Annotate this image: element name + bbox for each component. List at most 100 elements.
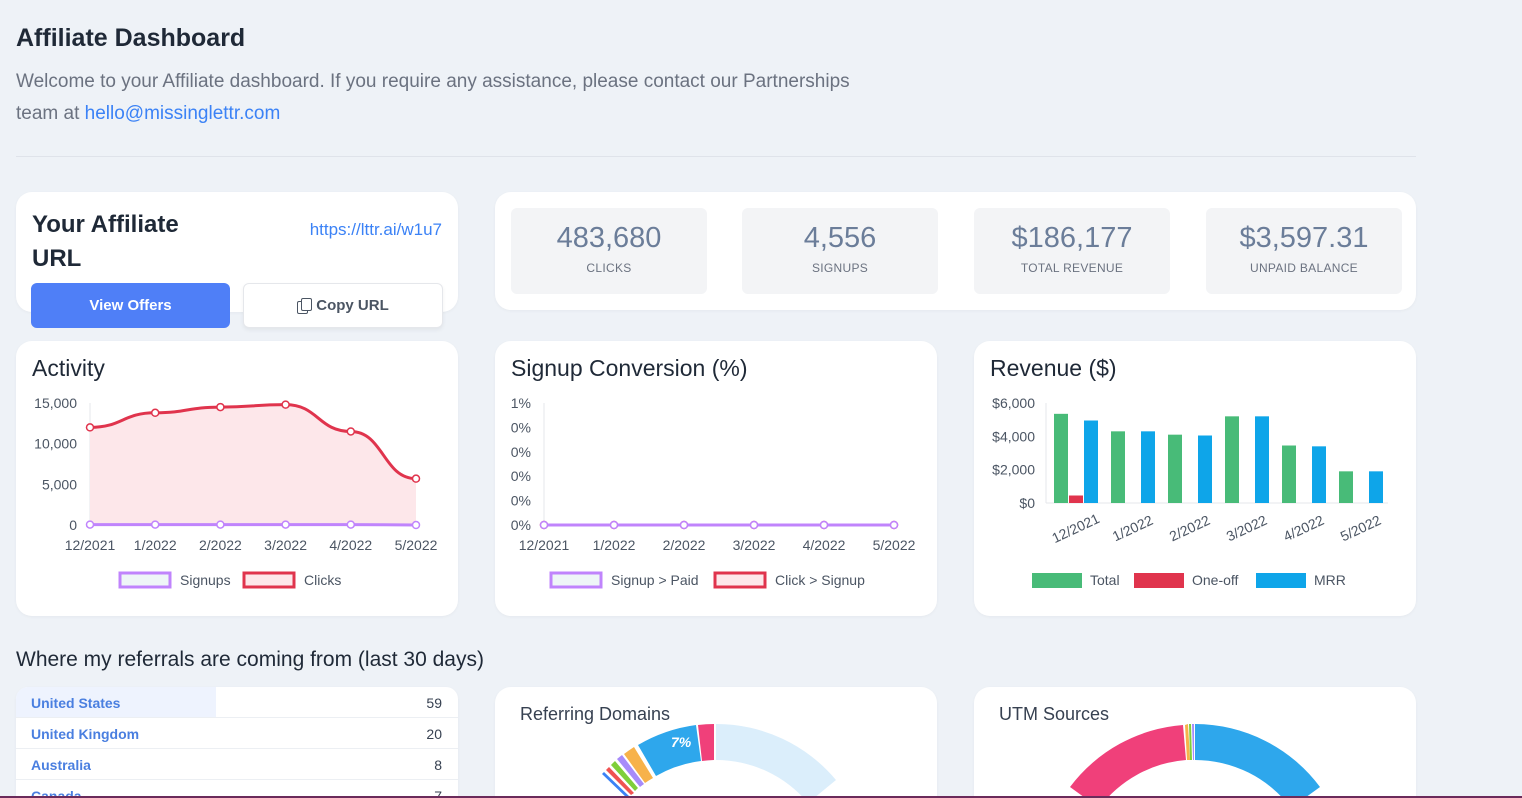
donut-slice-pink[interactable] xyxy=(698,724,714,761)
bar-total xyxy=(1054,413,1068,503)
country-name[interactable]: Canada xyxy=(31,788,82,798)
country-name[interactable]: United Kingdom xyxy=(31,726,140,742)
data-point xyxy=(281,520,290,529)
country-count: 7 xyxy=(434,788,442,798)
data-point xyxy=(346,427,356,436)
welcome-text: Welcome to your Affiliate dashboard. If … xyxy=(16,71,850,124)
window-bottom-edge xyxy=(0,796,1522,798)
referring-domains-card: Referring Domains 7% xyxy=(495,687,937,798)
donut-slice-pink[interactable] xyxy=(1070,725,1186,798)
utm-sources-card: UTM Sources xyxy=(974,687,1416,798)
bar-mrr xyxy=(1141,431,1155,503)
bar-total xyxy=(1168,434,1182,503)
legend-swatch xyxy=(549,571,603,589)
table-row[interactable]: Canada 7 xyxy=(16,780,458,798)
data-point xyxy=(346,520,356,529)
table-row[interactable]: United Kingdom 20 xyxy=(16,718,458,749)
data-point xyxy=(150,520,160,529)
donut-slice-green[interactable] xyxy=(611,761,638,791)
stat-total-revenue: $186,177 TOTAL REVENUE xyxy=(974,208,1170,294)
x-tick-label: 1/2022 xyxy=(134,537,177,553)
y-tick-label: 0% xyxy=(511,493,531,509)
donut-slice-purple[interactable] xyxy=(1192,723,1194,760)
copy-url-button[interactable]: Copy URL xyxy=(243,283,443,328)
y-tick-label: 0% xyxy=(511,468,531,484)
x-tick-label: 3/2022 xyxy=(733,537,776,553)
donut-slice-blue[interactable] xyxy=(1195,724,1320,798)
donut-slice-orange[interactable] xyxy=(1185,724,1190,760)
chart-title: Revenue ($) xyxy=(990,355,1117,381)
x-tick-label: 2/2022 xyxy=(199,537,242,553)
legend-swatch xyxy=(242,571,296,589)
donut-slice-main[interactable] xyxy=(716,723,836,798)
stat-label: CLICKS xyxy=(586,261,632,275)
table-row[interactable]: United States 59 xyxy=(16,687,458,718)
donut-slice-7pct[interactable] xyxy=(638,725,701,776)
utm-sources-title: UTM Sources xyxy=(999,704,1110,724)
stat-label: SIGNUPS xyxy=(811,261,869,275)
data-point xyxy=(85,423,95,432)
bar-mrr xyxy=(1369,471,1383,503)
affiliate-url-title: Your Affiliate URL xyxy=(32,211,179,272)
y-tick-label: 1% xyxy=(511,395,531,411)
bar-mrr xyxy=(1255,416,1269,503)
bar-total xyxy=(1282,445,1296,503)
data-point xyxy=(85,520,95,529)
donut-slice-green[interactable] xyxy=(1189,723,1192,760)
data-point xyxy=(150,408,160,418)
donut-slice-purple[interactable] xyxy=(617,755,644,787)
stat-value: $3,597.31 xyxy=(1239,222,1369,254)
legend-label: Signup > Paid xyxy=(611,572,699,588)
stat-label: UNPAID BALANCE xyxy=(1249,261,1358,275)
chart-title: Signup Conversion (%) xyxy=(511,355,748,381)
x-tick-label: 3/2022 xyxy=(264,537,307,553)
copy-url-label: Copy URL xyxy=(316,297,389,314)
y-tick-label: 0% xyxy=(511,444,531,460)
x-tick-label: 1/2022 xyxy=(593,537,636,553)
x-tick-label: 2/2022 xyxy=(663,537,706,553)
donut-slice-orange[interactable] xyxy=(624,747,653,783)
divider xyxy=(16,156,1416,157)
donut-slice-red[interactable] xyxy=(606,767,634,795)
stats-card: 483,680 CLICKS 4,556 SIGNUPS $186,177 TO… xyxy=(495,192,1416,310)
country-name[interactable]: Australia xyxy=(31,757,91,773)
affiliate-url-link[interactable]: https://lttr.ai/w1u7 xyxy=(309,220,442,239)
copy-icon xyxy=(297,298,313,314)
x-tick-label: 2/2022 xyxy=(1167,512,1213,545)
country-name[interactable]: United States xyxy=(31,695,121,711)
x-tick-label: 5/2022 xyxy=(1338,512,1384,545)
bar-total xyxy=(1225,416,1239,503)
contact-email-link[interactable]: hello@missinglettr.com xyxy=(84,103,281,124)
view-offers-button[interactable]: View Offers xyxy=(31,283,230,328)
bar-total xyxy=(1111,431,1125,503)
table-row[interactable]: Australia 8 xyxy=(16,749,458,780)
y-tick-label: $0 xyxy=(1019,495,1035,511)
legend-swatch xyxy=(1032,573,1082,588)
country-count: 59 xyxy=(426,695,442,711)
y-tick-label: 0% xyxy=(511,517,531,533)
revenue-chart-card: Revenue ($) $6,000 $4,000 $2,000 $0 12/2021 1… xyxy=(974,341,1416,616)
x-tick-label: 4/2022 xyxy=(1281,512,1327,545)
y-tick-label: 0% xyxy=(511,419,531,435)
donut-percent-label: 7% xyxy=(671,734,692,750)
legend-label: Clicks xyxy=(304,572,341,588)
bar-mrr xyxy=(1198,435,1212,503)
page-title: Affiliate Dashboard xyxy=(16,24,246,52)
legend-label: Signups xyxy=(180,572,231,588)
bar-total xyxy=(1339,471,1353,503)
donut-slice-blue[interactable] xyxy=(602,772,630,798)
signup-conversion-chart-card: Signup Conversion (%) 1% 0% 0% 0% 0% 0% 12/202… xyxy=(495,341,937,616)
data-point xyxy=(539,520,549,530)
data-point xyxy=(281,400,290,409)
legend-label: Total xyxy=(1090,572,1120,588)
legend-swatch xyxy=(1134,573,1184,588)
bar-mrr xyxy=(1084,420,1098,503)
x-tick-label: 4/2022 xyxy=(803,537,846,553)
x-tick-label: 12/2021 xyxy=(519,537,570,553)
x-tick-label: 1/2022 xyxy=(1110,512,1156,545)
referring-domains-donut: 7% xyxy=(602,723,836,798)
stat-value: 483,680 xyxy=(556,222,662,254)
activity-chart-card: Activity 15,000 10,000 5,000 0 12/2021 1/2022… xyxy=(16,341,458,616)
revenue-chart: $6,000 $4,000 $2,000 $0 12/2021 1/2022 2/2022 3… xyxy=(992,395,1388,588)
data-point xyxy=(609,520,619,530)
